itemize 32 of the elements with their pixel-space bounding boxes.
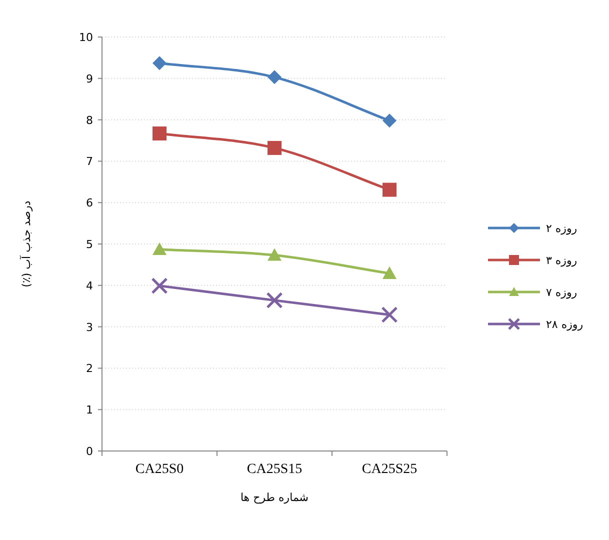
point (152, 56, 166, 70)
y-tick-label: 7 (86, 155, 93, 168)
x-tick-label: CA25S15 (246, 462, 302, 477)
legend-label: ۲۸ روزه (546, 318, 584, 331)
x-tick-label: CA25S0 (135, 462, 184, 477)
point (152, 242, 166, 255)
legend-label: ۲ روزه (546, 222, 578, 235)
y-tick-label: 1 (86, 404, 93, 417)
point (268, 248, 282, 261)
x-axis-title: شماره طرح ها (240, 491, 309, 504)
x-tick-label: CA25S25 (362, 462, 418, 477)
point (152, 126, 166, 140)
y-tick-label: 6 (86, 196, 93, 210)
point (382, 114, 396, 128)
y-tick-label: 9 (86, 72, 93, 86)
point (382, 266, 396, 279)
point (268, 70, 282, 84)
point (268, 140, 282, 155)
point (382, 182, 396, 197)
legend-label: ۳ روزه (546, 254, 578, 267)
point (381, 306, 398, 324)
y-tick-label: 10 (79, 31, 93, 44)
y-axis-title: درصد جذب آب (٪) (19, 200, 33, 288)
y-tick-label: 2 (86, 362, 93, 376)
point (151, 278, 168, 294)
y-tick-label: 0 (86, 445, 93, 458)
y-tick-label: 5 (86, 238, 93, 251)
y-tick-label: 8 (86, 114, 93, 127)
legend-label: ۷ روزه (546, 286, 578, 299)
point (266, 292, 283, 309)
y-tick-label: 4 (86, 279, 93, 292)
y-tick-label: 3 (86, 320, 93, 334)
